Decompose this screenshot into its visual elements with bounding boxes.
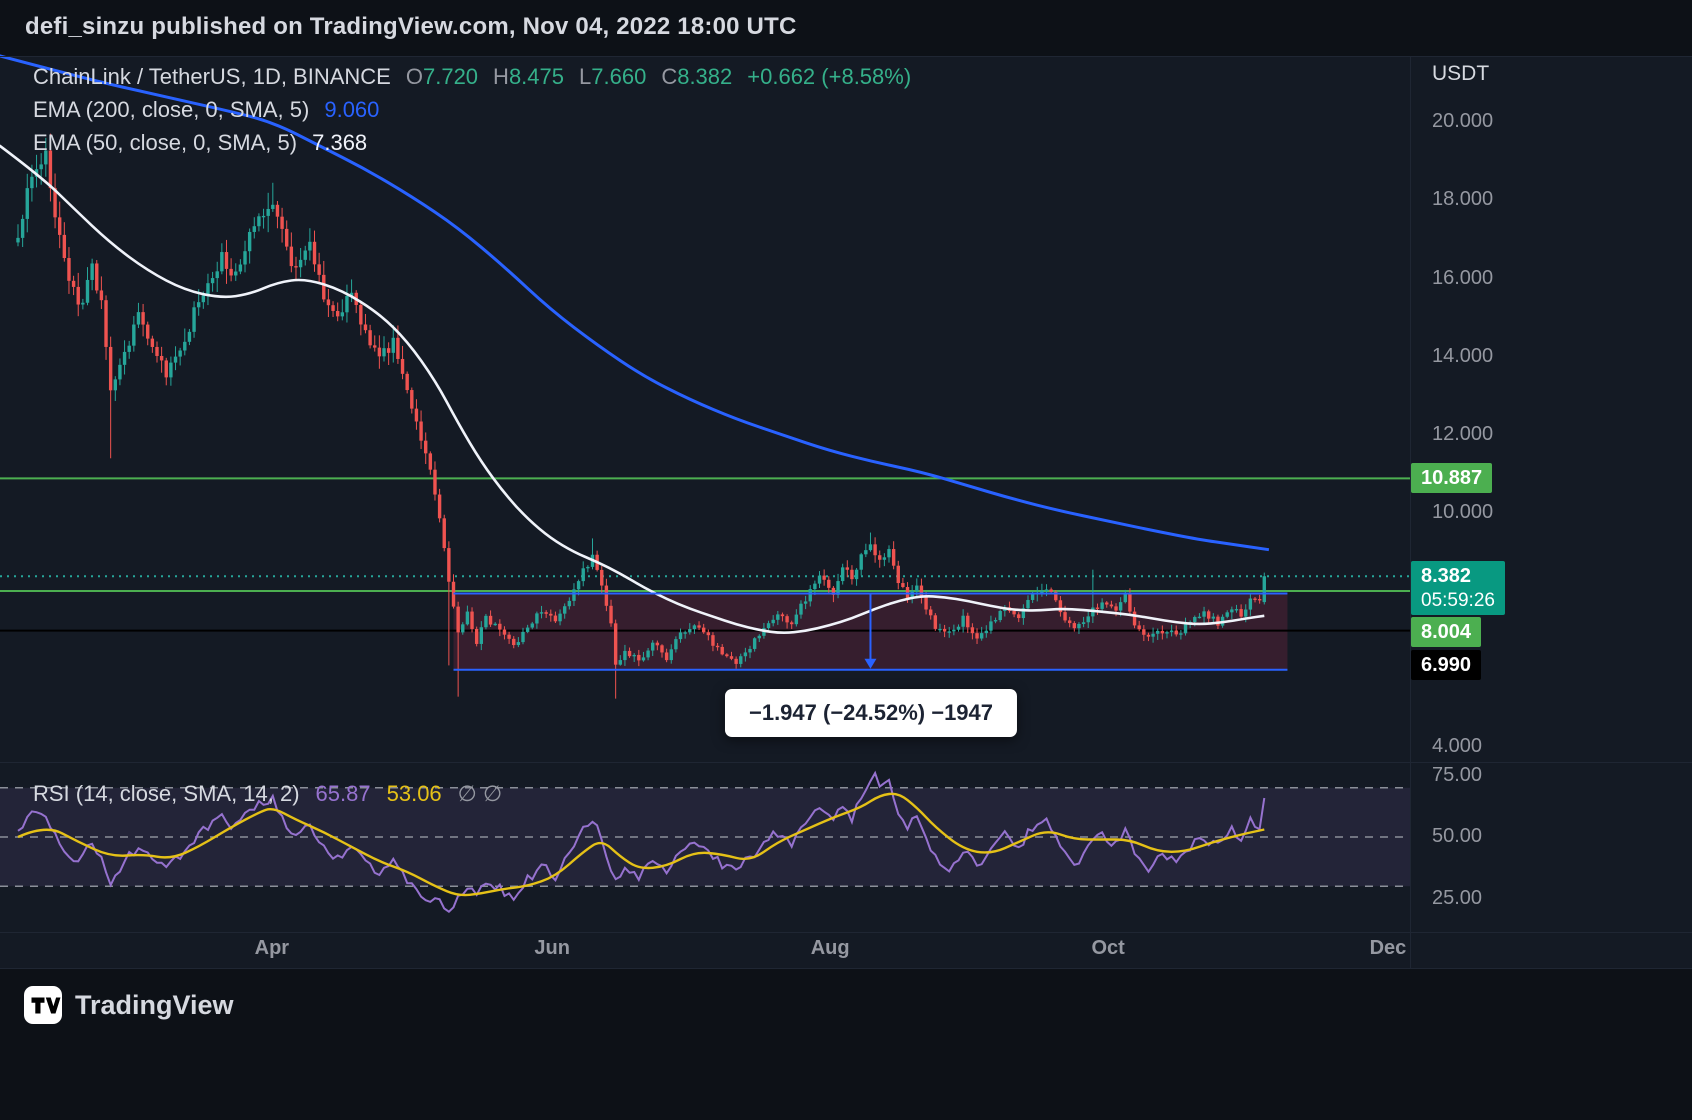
symbol-title[interactable]: ChainLink / TetherUS, 1D, BINANCE [33,64,391,89]
rsi-tick: 50.00 [1432,825,1483,847]
month-label-Dec[interactable]: Dec [1369,937,1407,959]
publish-text: defi_sinzu published on TradingView.com,… [25,13,797,40]
brand-name[interactable]: TradingView [75,989,234,1020]
ema50-row[interactable]: EMA (50, close, 0, SMA, 5) 7.368 [33,130,911,156]
price-axis-separator[interactable] [1410,56,1411,968]
month-label-Jun[interactable]: Jun [534,937,570,959]
rsi-legend[interactable]: RSI (14, close, SMA, 14, 2) 65.87 53.06 … [33,781,502,807]
price-axis-unit: USDT [1432,62,1490,85]
rsi-sma-value: 53.06 [386,781,442,806]
price-tick: 14.000 [1432,344,1494,367]
measure-tooltip: −1.947 (−24.52%) −1947 [724,689,1018,737]
price-tick: 4.000 [1432,735,1483,758]
rsi-tick: 25.00 [1432,886,1483,909]
price-tag-8.382: 8.382 05:59:26 [1411,561,1505,616]
header-separator [0,56,1692,57]
price-tag-6.990: 6.990 [1411,650,1482,681]
price-tick: 10.000 [1432,501,1494,523]
change-value: +0.662 (+8.58%) [747,64,912,89]
rsi-label[interactable]: RSI (14, close, SMA, 14, 2) [33,781,300,806]
open-value: O 7.720 [405,64,479,89]
footer-brand[interactable]: TradingView [24,986,234,1024]
ema50-value: 7.368 [312,130,368,155]
close-value: C 8.382 [661,64,733,89]
ema200-row[interactable]: EMA (200, close, 0, SMA, 5) 9.060 [33,97,911,123]
ema200-label[interactable]: EMA (200, close, 0, SMA, 5) [33,97,310,122]
time-axis-separator [0,932,1692,933]
high-value: H 8.475 [493,64,564,89]
month-label-Oct[interactable]: Oct [1091,937,1125,959]
price-tick: 20.000 [1432,110,1494,133]
rsi-hidden-values: ∅ ∅ [457,781,503,806]
price-tag-10.887: 10.887 [1411,463,1493,494]
symbol-row[interactable]: ChainLink / TetherUS, 1D, BINANCE O 7.72… [33,64,911,90]
month-label-Apr[interactable]: Apr [254,937,290,959]
pane-separator[interactable] [0,762,1692,763]
price-tick: 18.000 [1432,188,1494,211]
chart-bottom-separator [0,968,1692,969]
price-tick: 16.000 [1432,266,1494,289]
tradingview-logo-icon[interactable] [24,986,62,1024]
measure-tooltip-text: −1.947 (−24.52%) −1947 [748,700,994,725]
rsi-value: 65.87 [315,781,371,806]
ema200-value: 9.060 [324,97,380,122]
low-value: L 7.660 [579,64,647,89]
month-label-Aug[interactable]: Aug [810,937,850,959]
price-tick: 12.000 [1432,422,1494,445]
chart-legend: ChainLink / TetherUS, 1D, BINANCE O 7.72… [33,64,911,156]
ema50-label[interactable]: EMA (50, close, 0, SMA, 5) [33,130,298,155]
price-tag-8.004: 8.004 [1411,617,1482,648]
rsi-tick: 75.00 [1432,763,1483,786]
publish-bar: defi_sinzu published on TradingView.com,… [0,0,1692,56]
